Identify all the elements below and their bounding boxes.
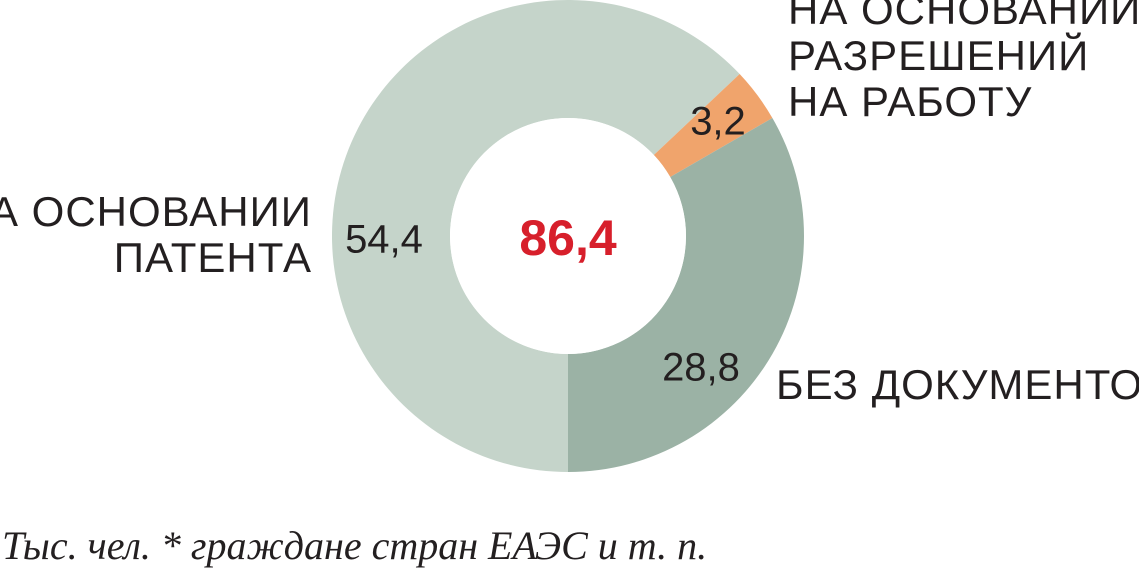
footnote: Тыс. чел. * граждане стран ЕАЭС и т. п. <box>2 523 708 568</box>
category-label-no-docs: БЕЗ ДОКУМЕНТОВ* <box>776 361 1139 408</box>
category-label-patent-line: ПАТЕНТА <box>114 234 312 281</box>
donut-slices <box>331 0 805 472</box>
center-total-value: 86,4 <box>519 210 617 266</box>
value-label-permits: 3,2 <box>690 100 746 144</box>
category-label-permits: НА ОСНОВАНИИ РАЗРЕШЕНИЙ НА РАБОТУ <box>788 0 1139 125</box>
value-label-no-docs: 28,8 <box>662 346 740 390</box>
slice-patent <box>331 0 740 472</box>
category-label-permits-line: РАЗРЕШЕНИЙ <box>788 31 1089 79</box>
category-label-no-docs-line: БЕЗ ДОКУМЕНТОВ* <box>776 361 1139 408</box>
donut-value-labels: 54,4 3,2 28,8 <box>345 100 746 390</box>
slice-no-docs <box>568 118 805 472</box>
category-label-permits-line: НА РАБОТУ <box>788 78 1032 125</box>
donut-hole <box>450 118 686 354</box>
category-label-permits-line: НА ОСНОВАНИИ <box>788 0 1139 33</box>
slice-permits <box>653 74 773 177</box>
value-label-patent: 54,4 <box>345 218 423 262</box>
category-label-patent-line: НА ОСНОВАНИИ <box>0 188 312 235</box>
